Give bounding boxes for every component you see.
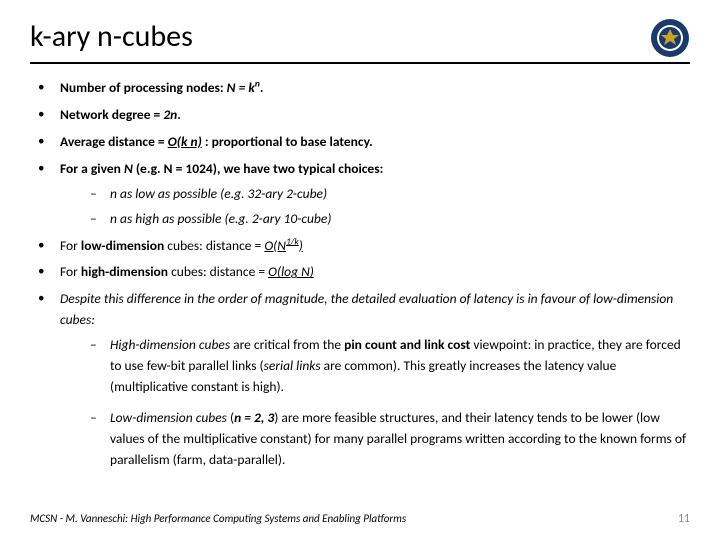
bullet-despite: Despite this difference in the order of … xyxy=(30,289,690,470)
bullet-n-high: n as high as possible (e.g. 2-ary 10-cub… xyxy=(90,209,690,230)
footer-text: MCSN - M. Vanneschi: High Performance Co… xyxy=(30,512,406,526)
bullet-avg-distance: Average distance = O(k n) : proportional… xyxy=(30,132,690,153)
bullet-high-dim: For high-dimension cubes: distance = O(l… xyxy=(30,262,690,283)
university-logo xyxy=(650,18,690,58)
bullet-degree: Network degree = 2n. xyxy=(30,105,690,126)
bullet-low-dim: For low-dimension cubes: distance = O(N1… xyxy=(30,236,690,257)
bullet-high-dim-detail: High-dimension cubes are critical from t… xyxy=(90,335,690,398)
title-rule xyxy=(30,62,690,64)
bullet-given-n: For a given N (e.g. N = 1024), we have t… xyxy=(30,159,690,230)
slide-title: k-ary n-cubes xyxy=(30,18,193,55)
slide-body: Number of processing nodes: N = kn. Netw… xyxy=(30,78,690,471)
bullet-n-low: n as low as possible (e.g. 32-ary 2-cube… xyxy=(90,184,690,205)
bullet-low-dim-detail: Low-dimension cubes (n = 2, 3) are more … xyxy=(90,408,690,471)
page-number: 11 xyxy=(678,512,690,526)
bullet-node-count: Number of processing nodes: N = kn. xyxy=(30,78,690,99)
